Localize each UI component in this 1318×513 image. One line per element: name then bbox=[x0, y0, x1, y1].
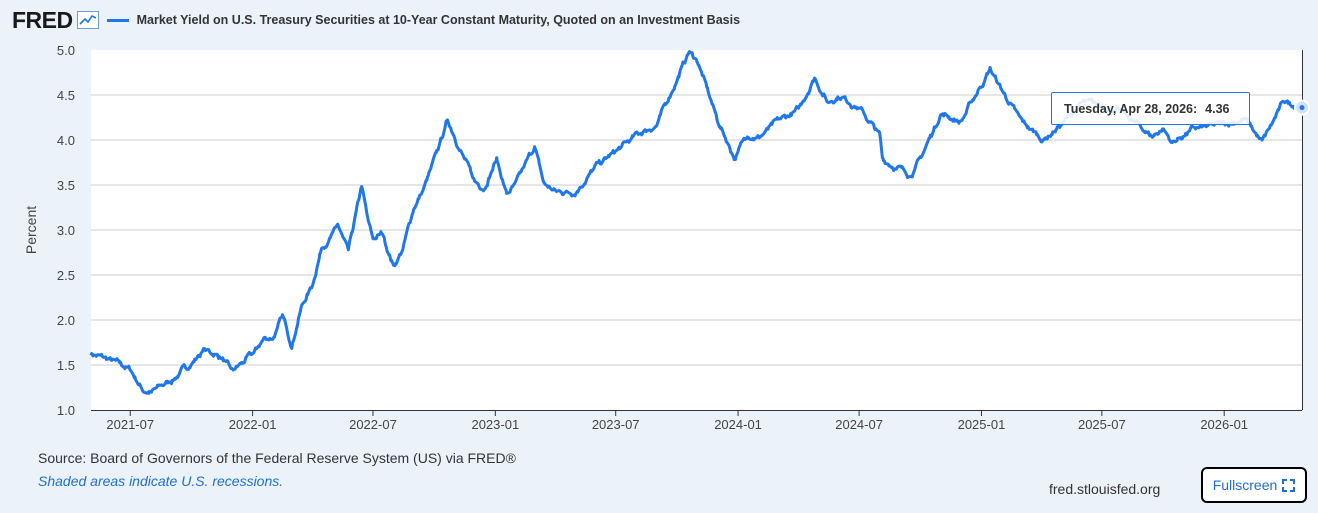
y-axis-label: Percent bbox=[23, 206, 39, 254]
y-tick-label: 3.5 bbox=[57, 178, 75, 193]
x-axis-ticks: 2021-07 2022-01 2022-07 2023-01 2023-07 2024-… bbox=[106, 410, 1248, 432]
x-tick-label: 2025-01 bbox=[958, 417, 1006, 432]
hover-tooltip: Tuesday, Apr 28, 2026: 4.36 bbox=[1051, 92, 1250, 125]
y-tick-label: 5.0 bbox=[57, 43, 75, 58]
x-tick-label: 2023-01 bbox=[471, 417, 519, 432]
y-tick-label: 1.0 bbox=[57, 403, 75, 418]
fred-logo[interactable]: FRED bbox=[12, 6, 73, 33]
x-tick-label: 2021-07 bbox=[106, 417, 154, 432]
fullscreen-label: Fullscreen bbox=[1212, 477, 1278, 493]
hover-marker-core bbox=[1299, 105, 1305, 111]
x-tick-label: 2022-07 bbox=[349, 417, 397, 432]
x-tick-label: 2026-01 bbox=[1200, 417, 1248, 432]
tooltip-value: 4.36 bbox=[1205, 101, 1230, 116]
y-axis-ticks: 5.0 4.5 4.0 3.5 3.0 2.5 2.0 1.5 1.0 bbox=[57, 43, 75, 418]
chart-title[interactable]: Market Yield on U.S. Treasury Securities… bbox=[136, 13, 741, 27]
y-tick-label: 4.5 bbox=[57, 88, 75, 103]
x-tick-label: 2023-07 bbox=[592, 417, 640, 432]
site-url[interactable]: fred.stlouisfed.org bbox=[1049, 481, 1161, 497]
expand-icon bbox=[1282, 478, 1296, 492]
y-tick-label: 2.0 bbox=[57, 313, 75, 328]
chart-header: FRED Market Yield on U.S. Treasury Secur… bbox=[12, 6, 740, 34]
y-tick-label: 1.5 bbox=[57, 358, 75, 373]
x-tick-label: 2022-01 bbox=[229, 417, 277, 432]
y-tick-label: 3.0 bbox=[57, 223, 75, 238]
fullscreen-button[interactable]: Fullscreen bbox=[1201, 467, 1307, 503]
y-tick-label: 2.5 bbox=[57, 268, 75, 283]
tooltip-date: Tuesday, Apr 28, 2026: bbox=[1064, 101, 1198, 116]
x-tick-label: 2025-07 bbox=[1078, 417, 1126, 432]
y-tick-label: 4.0 bbox=[57, 133, 75, 148]
recession-note: Shaded areas indicate U.S. recessions. bbox=[38, 473, 284, 489]
gridlines bbox=[91, 94, 1302, 411]
x-tick-label: 2024-01 bbox=[714, 417, 762, 432]
x-tick-label: 2024-07 bbox=[835, 417, 883, 432]
legend-swatch bbox=[106, 18, 129, 22]
source-note: Source: Board of Governors of the Federa… bbox=[38, 450, 516, 466]
line-graph-icon bbox=[76, 11, 99, 29]
